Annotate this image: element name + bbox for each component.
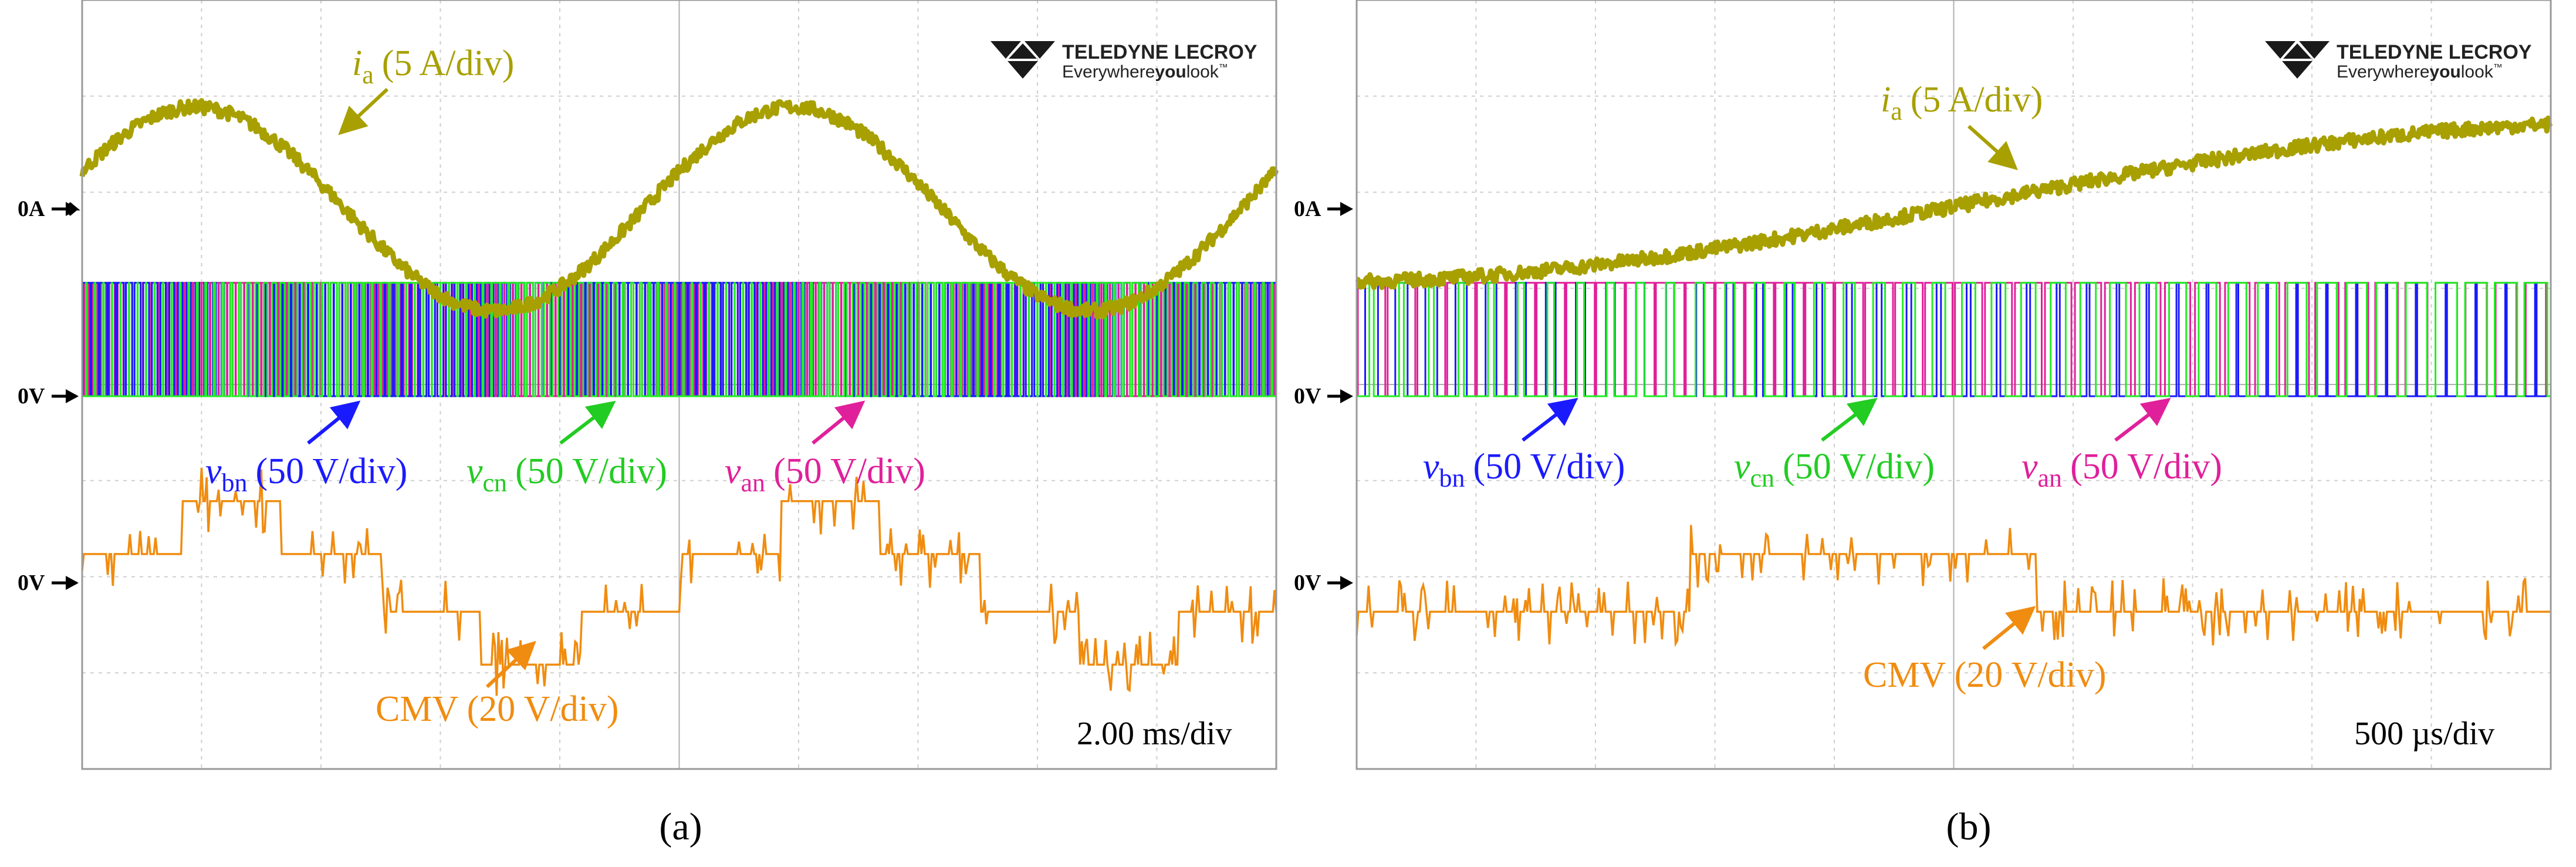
panel-a-zero-current-marker: 0A: [18, 197, 80, 221]
panel-b-zero-current-marker: 0A: [1294, 197, 1353, 221]
ia-arrow-icon: [1968, 124, 2018, 170]
vcn-arrow-icon: [1821, 397, 1878, 442]
svg-text:0V: 0V: [1294, 571, 1321, 595]
svg-text:CMV (20 V/div): CMV (20 V/div): [1863, 655, 2107, 695]
panel-b-zero-cmv-marker: 0V: [1294, 571, 1353, 595]
panel-b-zero-voltage-marker: 0V: [1294, 384, 1353, 409]
svg-text:van(50 V/div): van (50 V/div): [2021, 447, 2222, 492]
panel-b-ia-label: ia (5 A/div): [1881, 80, 2043, 170]
svg-text:van(50 V/div): van (50 V/div): [725, 451, 925, 497]
panel-a-zero-cmv-marker: 0V: [18, 571, 79, 595]
svg-text:TELEDYNE LECROY: TELEDYNE LECROY: [2337, 41, 2532, 63]
cmv-trace: [1355, 525, 2551, 647]
panel-b-traces: [1355, 115, 2553, 647]
vcn-trace: [1357, 282, 2551, 397]
ia-trace: [79, 98, 1279, 320]
panel-a-vcn-label: vcn (50 V/div): [466, 400, 667, 497]
teledyne-logo-icon: [990, 41, 1055, 79]
panel-a-brand-logo: TELEDYNE LECROY Everywhereyoulook™: [990, 41, 1257, 82]
panel-a: 0A 0V 0V TELEDYNE LECROY Everywhereyoulo…: [18, 0, 1279, 848]
panel-a-ia-label: ia (5 A/div): [338, 43, 514, 136]
vcn-trace: [82, 282, 1276, 397]
van-arrow-icon: [2114, 397, 2171, 442]
panel-a-vbn-label: vbn (50 V/div): [205, 400, 407, 497]
panel-b-vbn-label: vbn (50 V/div): [1423, 397, 1625, 492]
ia-arrow-icon: [338, 87, 389, 136]
van-arrow-icon: [812, 400, 866, 445]
panel-b-vcn-label: vcn (50 V/div): [1734, 397, 1935, 492]
panel-b-van-label: van (50 V/div): [2021, 397, 2222, 492]
svg-text:0A: 0A: [1294, 197, 1321, 221]
cmv-trace: [81, 467, 1277, 696]
svg-text:ia(5 A/div): ia (5 A/div): [1881, 80, 2043, 126]
ia-trace: [1355, 115, 2553, 291]
panel-b-frame: [1355, 0, 2552, 770]
svg-text:0V: 0V: [1294, 384, 1321, 409]
panel-b-timebase: 500 µs/div: [2354, 716, 2494, 752]
panel-a-van-label: van (50 V/div): [725, 400, 925, 497]
panel-a-traces: [79, 98, 1279, 696]
svg-text:vbn(50 V/div): vbn (50 V/div): [1423, 447, 1625, 492]
svg-text:0V: 0V: [18, 571, 45, 595]
vcn-arrow-icon: [559, 400, 616, 445]
svg-text:Everywhereyoulook™: Everywhereyoulook™: [1062, 62, 1228, 82]
svg-text:0A: 0A: [18, 197, 45, 221]
vbn-arrow-icon: [1522, 397, 1578, 442]
svg-text:vbn(50 V/div): vbn (50 V/div): [205, 451, 407, 497]
svg-text:vcn(50 V/div): vcn (50 V/div): [466, 451, 667, 497]
svg-text:CMV (20 V/div): CMV (20 V/div): [376, 689, 619, 729]
vbn-arrow-icon: [307, 400, 361, 445]
panel-a-timebase: 2.00 ms/div: [1077, 716, 1232, 752]
panel-b-cmv-label: CMV (20 V/div): [1863, 606, 2107, 695]
svg-text:0V: 0V: [18, 384, 45, 409]
panel-a-cmv-label: CMV (20 V/div): [376, 640, 619, 729]
cmv-arrow-icon: [1982, 606, 2036, 650]
panel-a-frame: [81, 0, 1277, 770]
panel-b: 0A 0V 0V TELEDYNE LECROY Everywhereyoulo…: [1294, 0, 2553, 848]
svg-text:Everywhereyoulook™: Everywhereyoulook™: [2337, 62, 2503, 82]
svg-text:TELEDYNE LECROY: TELEDYNE LECROY: [1062, 41, 1257, 63]
panel-a-caption: (a): [659, 805, 702, 848]
panel-a-zero-voltage-marker: 0V: [18, 384, 79, 409]
panel-b-caption: (b): [1946, 805, 1992, 848]
panel-b-brand-logo: TELEDYNE LECROY Everywhereyoulook™: [2265, 41, 2532, 82]
svg-text:ia(5 A/div): ia (5 A/div): [352, 43, 514, 89]
cmv-arrow-icon: [485, 640, 536, 689]
teledyne-logo-icon: [2265, 41, 2330, 79]
svg-text:vcn(50 V/div): vcn (50 V/div): [1734, 447, 1935, 492]
